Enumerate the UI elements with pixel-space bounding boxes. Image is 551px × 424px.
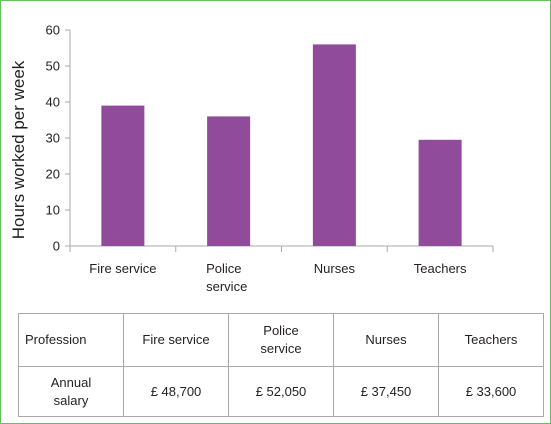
salary-fire-service: £ 48,700 xyxy=(123,366,229,417)
y-tick-label: 20 xyxy=(46,167,60,182)
y-tick-label: 30 xyxy=(46,131,60,146)
table-header-row: Profession Fire service Police service N… xyxy=(18,313,544,367)
bar xyxy=(101,105,145,246)
y-tick-label: 10 xyxy=(46,203,60,218)
x-tick-label: Fire service xyxy=(89,261,156,276)
table-row: Annual salary £ 48,700 £ 52,050 £ 37,450… xyxy=(18,366,544,417)
row-label-annual-salary: Annual salary xyxy=(18,366,124,417)
y-axis-label: Hours worked per week xyxy=(9,60,28,239)
salary-police-service: £ 52,050 xyxy=(228,366,334,417)
salary-teachers: £ 33,600 xyxy=(438,366,544,417)
header-teachers: Teachers xyxy=(438,313,544,367)
bar xyxy=(418,139,462,246)
y-tick-label: 60 xyxy=(46,23,60,38)
x-tick-label-line: Police xyxy=(206,261,241,276)
x-tick-label: Nurses xyxy=(314,261,356,276)
x-axis xyxy=(69,245,494,252)
x-tick-label: Teachers xyxy=(414,261,467,276)
salary-table: Profession Fire service Police service N… xyxy=(18,313,544,417)
y-tick-label: 40 xyxy=(46,95,60,110)
y-tick-label: 0 xyxy=(53,239,60,254)
bars xyxy=(101,44,462,247)
salary-nurses: £ 37,450 xyxy=(333,366,439,417)
header-fire-service: Fire service xyxy=(123,313,229,367)
y-tick-label: 50 xyxy=(46,59,60,74)
header-nurses: Nurses xyxy=(333,313,439,367)
header-profession: Profession xyxy=(18,313,124,367)
header-police-service: Police service xyxy=(228,313,334,367)
x-tick-label-line: service xyxy=(206,279,247,294)
bar xyxy=(312,44,356,247)
bar-chart: Hours worked per week 0 10 20 30 40 50 60 Fire… xyxy=(9,23,494,294)
y-axis: 0 10 20 30 40 50 60 xyxy=(46,23,71,254)
bar xyxy=(207,116,251,247)
category-labels: Fire service Police service Nurses Teachers xyxy=(89,261,467,294)
x-tick-label: Police service xyxy=(206,261,247,294)
